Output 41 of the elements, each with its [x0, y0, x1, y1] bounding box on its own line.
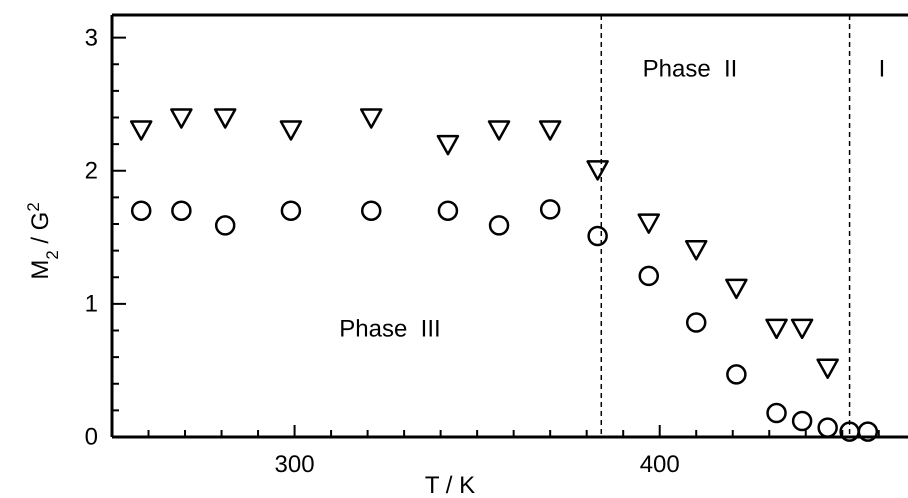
point: [858, 421, 878, 442]
point: [684, 240, 708, 261]
point: [726, 364, 747, 385]
point: [361, 200, 382, 221]
point: [488, 215, 510, 236]
point: [816, 358, 839, 380]
point: [586, 160, 609, 181]
y-tick-label: 3: [84, 24, 98, 52]
point: [587, 226, 608, 246]
point: [638, 266, 659, 286]
point: [130, 120, 152, 141]
point: [436, 134, 460, 156]
point: [171, 200, 192, 221]
y-tick-label: 1: [84, 290, 98, 318]
annotation: Phase II: [642, 55, 738, 82]
point: [538, 120, 562, 141]
point: [214, 108, 236, 129]
point: [438, 200, 458, 221]
point: [130, 200, 152, 221]
point: [280, 200, 302, 221]
point: [725, 278, 748, 300]
x-tick-label: 300: [274, 451, 315, 478]
x-tick-label: 400: [640, 451, 680, 478]
annotation: Phase III: [339, 315, 441, 342]
point: [792, 410, 812, 432]
point: [170, 108, 193, 129]
point: [766, 402, 787, 424]
y-tick-label: 2: [84, 157, 98, 184]
point: [488, 120, 510, 141]
point: [839, 421, 860, 442]
point: [765, 318, 788, 340]
point: [540, 199, 560, 220]
point: [638, 213, 660, 234]
x-axis-title: T / K: [424, 472, 476, 498]
y-tick-label: 0: [84, 424, 98, 451]
point: [214, 215, 236, 236]
annotation: I: [878, 55, 886, 82]
point: [280, 120, 302, 141]
point: [360, 108, 382, 129]
point: [686, 312, 706, 333]
point: [790, 318, 814, 340]
